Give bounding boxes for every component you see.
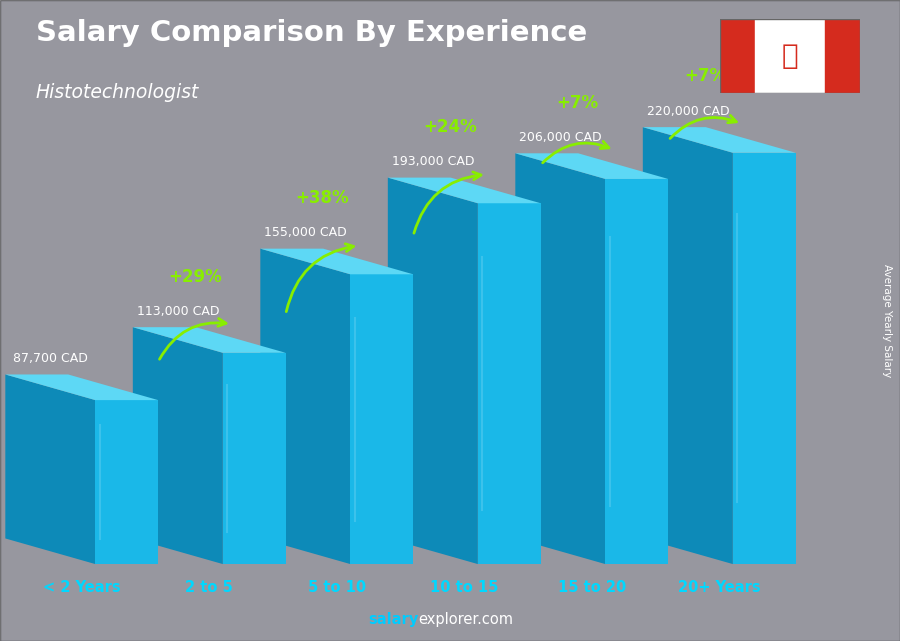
Polygon shape: [223, 353, 285, 564]
Polygon shape: [5, 374, 158, 400]
Polygon shape: [388, 178, 541, 203]
Polygon shape: [5, 374, 95, 564]
FancyArrowPatch shape: [543, 141, 609, 163]
Polygon shape: [260, 249, 413, 274]
Text: 220,000 CAD: 220,000 CAD: [646, 104, 729, 117]
Polygon shape: [388, 178, 478, 564]
Text: 206,000 CAD: 206,000 CAD: [519, 131, 601, 144]
Text: +24%: +24%: [423, 118, 477, 136]
Text: +29%: +29%: [168, 267, 222, 285]
Text: 2 to 5: 2 to 5: [185, 580, 233, 595]
Bar: [755, 19, 824, 93]
Polygon shape: [516, 153, 668, 179]
Text: 87,700 CAD: 87,700 CAD: [13, 352, 88, 365]
Text: 5 to 10: 5 to 10: [308, 580, 365, 595]
Bar: [720, 19, 755, 93]
FancyArrowPatch shape: [670, 115, 736, 138]
Polygon shape: [133, 327, 223, 564]
Polygon shape: [260, 249, 350, 564]
Polygon shape: [516, 153, 606, 564]
FancyArrowPatch shape: [286, 244, 354, 312]
Text: 15 to 20: 15 to 20: [558, 580, 626, 595]
Polygon shape: [133, 327, 285, 353]
Text: Histotechnologist: Histotechnologist: [36, 83, 200, 103]
Text: salary: salary: [368, 612, 418, 627]
Text: 113,000 CAD: 113,000 CAD: [137, 304, 219, 317]
Polygon shape: [606, 179, 668, 564]
Polygon shape: [643, 127, 796, 153]
Polygon shape: [478, 203, 541, 564]
Text: 10 to 15: 10 to 15: [430, 580, 499, 595]
Text: < 2 Years: < 2 Years: [43, 580, 121, 595]
Text: +7%: +7%: [556, 94, 599, 112]
Text: +38%: +38%: [296, 189, 349, 207]
Polygon shape: [733, 153, 796, 564]
Polygon shape: [350, 274, 413, 564]
Text: Average Yearly Salary: Average Yearly Salary: [881, 264, 892, 377]
Text: 155,000 CAD: 155,000 CAD: [264, 226, 346, 239]
Bar: [824, 19, 859, 93]
Polygon shape: [95, 400, 158, 564]
Text: Salary Comparison By Experience: Salary Comparison By Experience: [36, 19, 587, 47]
Text: explorer.com: explorer.com: [418, 612, 514, 627]
Text: 193,000 CAD: 193,000 CAD: [392, 155, 474, 168]
Text: 20+ Years: 20+ Years: [678, 580, 760, 595]
Text: 🍁: 🍁: [781, 42, 798, 70]
FancyArrowPatch shape: [159, 319, 226, 359]
Text: +7%: +7%: [684, 67, 726, 85]
FancyArrowPatch shape: [414, 172, 481, 233]
Polygon shape: [643, 127, 733, 564]
